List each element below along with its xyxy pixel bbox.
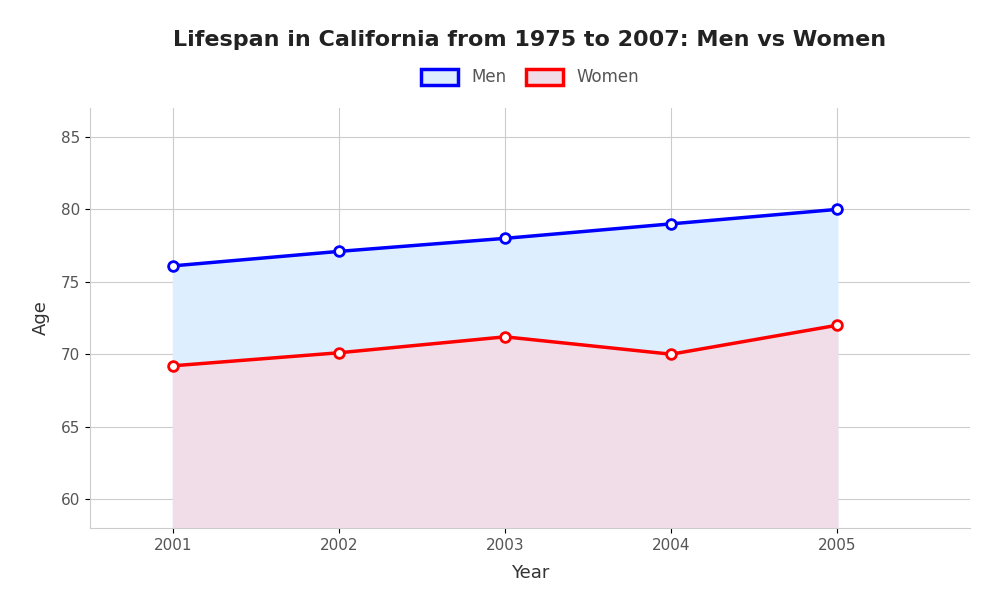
Legend: Men, Women: Men, Women bbox=[414, 62, 646, 93]
Y-axis label: Age: Age bbox=[32, 301, 50, 335]
X-axis label: Year: Year bbox=[511, 564, 549, 582]
Title: Lifespan in California from 1975 to 2007: Men vs Women: Lifespan in California from 1975 to 2007… bbox=[173, 29, 887, 49]
